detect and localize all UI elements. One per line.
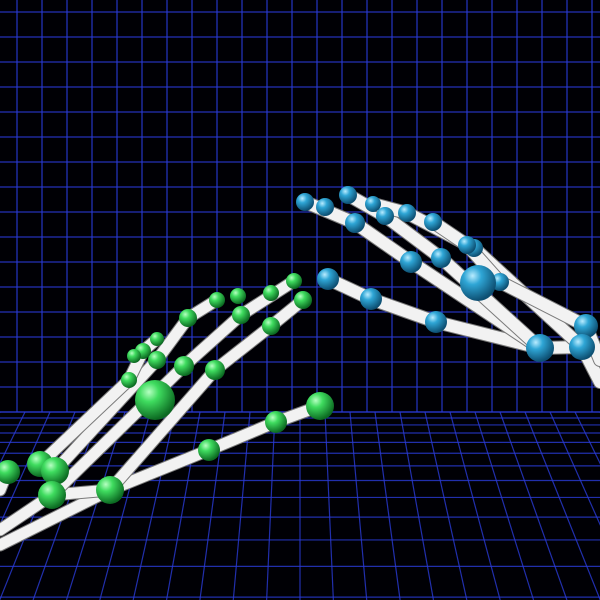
joint bbox=[376, 207, 394, 225]
joint bbox=[232, 306, 250, 324]
joint bbox=[150, 332, 164, 346]
floor-grid-line bbox=[65, 411, 126, 600]
joint bbox=[316, 198, 334, 216]
left-hand-skeleton bbox=[0, 273, 334, 552]
floor-grid-line bbox=[549, 411, 600, 526]
joint bbox=[135, 380, 175, 420]
joint bbox=[0, 460, 20, 484]
joint bbox=[230, 288, 246, 304]
joint bbox=[424, 213, 442, 231]
joint bbox=[205, 360, 225, 380]
joint bbox=[286, 273, 302, 289]
floor-grid-line bbox=[0, 411, 26, 465]
joint bbox=[458, 236, 476, 254]
joint bbox=[400, 251, 422, 273]
joint bbox=[38, 481, 66, 509]
joint bbox=[121, 372, 137, 388]
joint bbox=[360, 288, 382, 310]
floor-grid-line bbox=[399, 411, 435, 600]
joint bbox=[148, 351, 166, 369]
joint bbox=[306, 392, 334, 420]
joint bbox=[460, 265, 496, 301]
joint bbox=[96, 476, 124, 504]
joint bbox=[425, 311, 447, 333]
joint bbox=[339, 186, 357, 204]
right-hand-skeleton bbox=[296, 186, 600, 389]
joint bbox=[574, 314, 598, 338]
floor-grid-line bbox=[499, 411, 568, 600]
joint bbox=[41, 457, 69, 485]
floor-grid-line bbox=[374, 411, 401, 600]
bone bbox=[104, 364, 221, 496]
bone bbox=[209, 320, 277, 376]
bone bbox=[178, 309, 247, 372]
joint bbox=[398, 204, 416, 222]
joint bbox=[431, 248, 451, 268]
joint bbox=[209, 292, 225, 308]
joint bbox=[179, 309, 197, 327]
bone bbox=[49, 354, 163, 477]
floor-grid-line bbox=[165, 411, 201, 600]
joint bbox=[569, 334, 595, 360]
bone bbox=[203, 416, 282, 456]
joint bbox=[127, 349, 141, 363]
floor-grid-line bbox=[349, 411, 368, 600]
floor-grid-line bbox=[132, 411, 176, 600]
bone bbox=[34, 374, 135, 470]
joint bbox=[345, 213, 365, 233]
joint bbox=[294, 291, 312, 309]
joint bbox=[262, 317, 280, 335]
floor-grid-line bbox=[0, 411, 51, 526]
joint bbox=[317, 268, 339, 290]
floor-grid-line bbox=[474, 411, 535, 600]
joint bbox=[198, 439, 220, 461]
joint bbox=[265, 411, 287, 433]
joint bbox=[174, 356, 194, 376]
bone bbox=[104, 444, 215, 496]
joint bbox=[296, 193, 314, 211]
bone bbox=[379, 210, 447, 264]
joint bbox=[365, 196, 381, 212]
joint bbox=[263, 285, 279, 301]
bone bbox=[349, 217, 417, 268]
floor-grid-line bbox=[232, 411, 251, 600]
floor-grid-line bbox=[449, 411, 501, 600]
floor-grid-line bbox=[424, 411, 468, 600]
floor-grid-line bbox=[574, 411, 600, 465]
floor-grid-line bbox=[99, 411, 151, 600]
floor-grid-line bbox=[524, 411, 600, 600]
bone bbox=[435, 252, 546, 354]
floor-grid-line bbox=[266, 411, 276, 600]
bone bbox=[365, 293, 442, 328]
floor-grid-line bbox=[324, 411, 334, 600]
bone bbox=[0, 484, 116, 551]
joint bbox=[526, 334, 554, 362]
bone bbox=[494, 276, 592, 332]
